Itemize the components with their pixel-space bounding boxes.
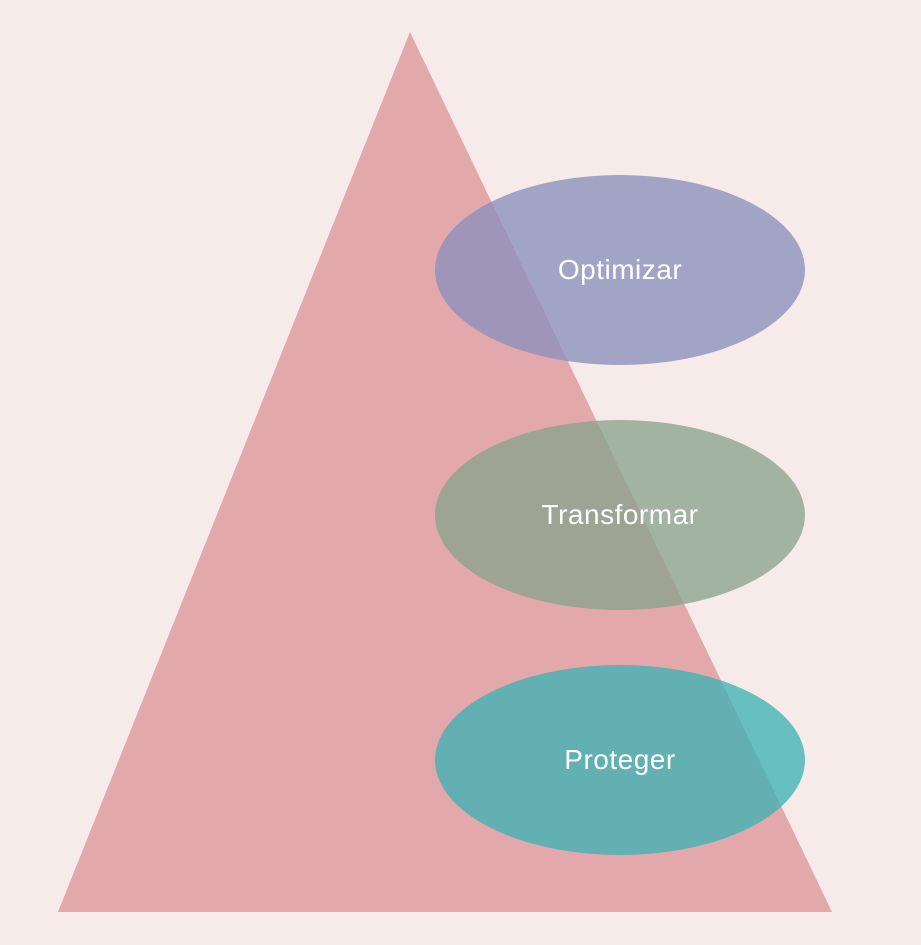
diagram-canvas: Optimizar Transformar Proteger bbox=[0, 0, 921, 945]
label-transformar: Transformar bbox=[542, 499, 699, 531]
label-proteger: Proteger bbox=[564, 744, 675, 776]
diagram-svg bbox=[0, 0, 921, 945]
label-optimizar: Optimizar bbox=[558, 254, 682, 286]
